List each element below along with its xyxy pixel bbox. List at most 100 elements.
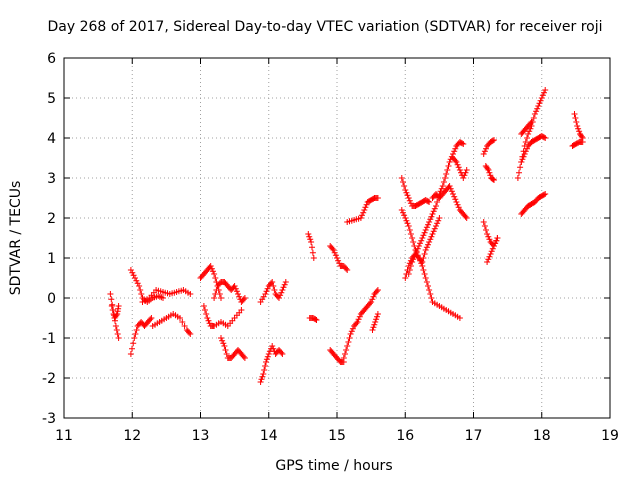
data-point	[313, 317, 320, 323]
data-point	[235, 291, 241, 297]
data-point	[343, 347, 350, 353]
data-point	[344, 343, 351, 349]
data-point	[362, 204, 369, 211]
data-point	[278, 349, 285, 356]
x-tick-label: 17	[465, 428, 483, 444]
data-point	[367, 300, 373, 307]
data-point	[279, 351, 286, 357]
y-tick-label: 4	[47, 131, 56, 147]
x-tick-label: 11	[55, 428, 73, 444]
data-point	[264, 285, 271, 292]
data-point	[526, 128, 533, 135]
data-point	[368, 299, 375, 305]
data-point	[349, 325, 356, 332]
data-point	[223, 351, 230, 357]
data-point	[542, 87, 549, 93]
data-point	[521, 151, 528, 157]
data-point	[112, 323, 119, 329]
data-point	[426, 239, 433, 245]
data-point	[426, 219, 433, 225]
data-point	[307, 236, 314, 243]
data-point	[221, 343, 228, 349]
y-tick-label: 6	[47, 51, 56, 67]
data-point	[440, 179, 447, 185]
data-point	[420, 232, 427, 239]
data-point	[374, 195, 381, 201]
data-point	[309, 249, 316, 256]
data-point	[312, 316, 319, 323]
data-point	[160, 295, 166, 301]
y-tick-label: -3	[42, 411, 56, 427]
data-point	[278, 289, 285, 296]
data-points	[107, 87, 586, 385]
data-point	[269, 279, 276, 285]
data-point	[484, 259, 491, 265]
data-point	[455, 164, 462, 171]
data-point	[363, 201, 370, 208]
data-point	[115, 335, 122, 341]
data-point	[240, 296, 247, 303]
data-point	[487, 172, 494, 179]
data-point	[305, 231, 312, 237]
data-point	[401, 183, 408, 189]
data-point	[519, 156, 526, 163]
data-point	[212, 275, 219, 281]
data-point	[306, 233, 313, 240]
data-point	[329, 245, 336, 252]
data-point	[528, 119, 535, 125]
data-point	[575, 125, 582, 132]
data-point	[127, 267, 134, 273]
x-tick-label: 19	[601, 428, 619, 444]
data-point	[461, 172, 468, 179]
data-point	[238, 307, 245, 313]
x-tick-label: 16	[396, 428, 414, 444]
data-point	[516, 169, 522, 176]
data-point	[486, 253, 493, 260]
data-point	[571, 111, 578, 117]
data-point	[491, 137, 497, 143]
data-point	[487, 251, 494, 257]
data-point	[405, 223, 412, 229]
data-point	[434, 199, 441, 205]
data-point	[259, 373, 266, 380]
data-point	[205, 317, 212, 324]
data-point	[406, 267, 413, 273]
data-point	[490, 176, 497, 183]
data-point	[398, 207, 405, 213]
data-point	[344, 267, 351, 273]
data-point	[448, 188, 455, 195]
y-tick-label: 1	[47, 251, 56, 267]
data-point	[489, 137, 496, 144]
data-point	[451, 193, 458, 200]
data-point	[407, 231, 414, 237]
data-point	[481, 223, 488, 229]
data-point	[405, 271, 412, 277]
data-point	[421, 271, 428, 277]
y-axis: -3 -2 -1 0 1 2 3 4 5 6	[42, 51, 610, 427]
data-point	[483, 227, 489, 233]
data-point	[572, 115, 579, 121]
data-point	[422, 275, 429, 281]
data-point	[537, 97, 544, 104]
data-point	[334, 255, 340, 261]
data-point	[213, 287, 220, 293]
data-point	[436, 215, 443, 221]
data-point	[493, 237, 500, 244]
data-point	[420, 255, 427, 261]
data-point	[202, 307, 208, 313]
data-point	[241, 295, 248, 301]
data-point	[491, 243, 497, 249]
data-point	[210, 268, 216, 275]
data-point	[485, 233, 492, 240]
data-point	[534, 105, 541, 112]
data-point	[129, 269, 136, 276]
data-point	[456, 167, 463, 173]
data-point	[236, 293, 243, 300]
data-point	[370, 324, 377, 331]
data-point	[357, 215, 364, 221]
data-point	[279, 287, 286, 293]
data-point	[374, 287, 381, 293]
data-point	[402, 275, 409, 281]
data-point	[348, 328, 355, 335]
data-point	[114, 331, 121, 337]
